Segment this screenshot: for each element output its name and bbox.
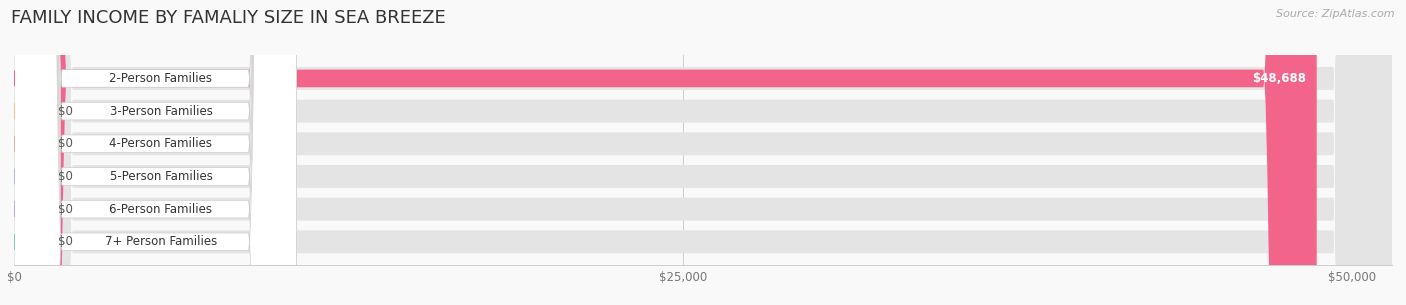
FancyBboxPatch shape [14, 0, 1392, 305]
FancyBboxPatch shape [14, 0, 49, 305]
FancyBboxPatch shape [14, 0, 49, 305]
FancyBboxPatch shape [14, 0, 1392, 305]
Text: 2-Person Families: 2-Person Families [110, 72, 212, 85]
Text: $0: $0 [58, 170, 73, 183]
Text: $0: $0 [58, 203, 73, 216]
FancyBboxPatch shape [14, 0, 297, 305]
FancyBboxPatch shape [14, 0, 297, 305]
FancyBboxPatch shape [14, 0, 1392, 305]
Text: 3-Person Families: 3-Person Families [110, 105, 212, 118]
Text: 6-Person Families: 6-Person Families [110, 203, 212, 216]
FancyBboxPatch shape [14, 0, 297, 305]
FancyBboxPatch shape [14, 0, 1392, 305]
Text: Source: ZipAtlas.com: Source: ZipAtlas.com [1277, 9, 1395, 19]
Text: 5-Person Families: 5-Person Families [110, 170, 212, 183]
Text: $0: $0 [58, 105, 73, 118]
Text: FAMILY INCOME BY FAMALIY SIZE IN SEA BREEZE: FAMILY INCOME BY FAMALIY SIZE IN SEA BRE… [11, 9, 446, 27]
FancyBboxPatch shape [14, 0, 49, 305]
FancyBboxPatch shape [14, 0, 1392, 305]
Text: 7+ Person Families: 7+ Person Families [105, 235, 217, 248]
FancyBboxPatch shape [14, 0, 49, 305]
FancyBboxPatch shape [14, 0, 297, 305]
Text: $48,688: $48,688 [1251, 72, 1306, 85]
Text: 4-Person Families: 4-Person Families [110, 137, 212, 150]
Text: $0: $0 [58, 235, 73, 248]
FancyBboxPatch shape [14, 0, 1316, 305]
FancyBboxPatch shape [14, 0, 49, 305]
FancyBboxPatch shape [14, 0, 297, 305]
FancyBboxPatch shape [14, 0, 1392, 305]
FancyBboxPatch shape [14, 0, 297, 305]
Text: $0: $0 [58, 137, 73, 150]
